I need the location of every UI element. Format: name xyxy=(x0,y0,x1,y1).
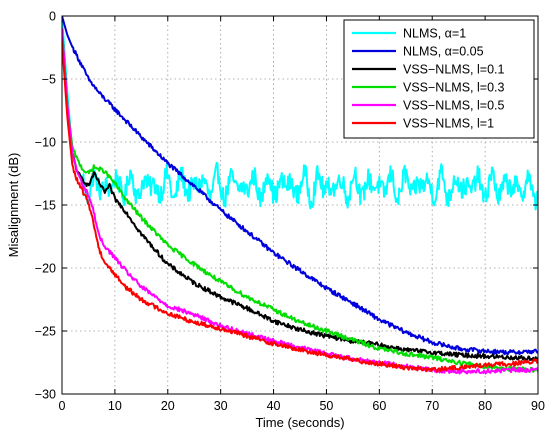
series-line-2 xyxy=(62,28,538,362)
legend-entry: VSS−NLMS, l=0.3 xyxy=(352,81,504,95)
legend: NLMS, α=1 NLMS, α=0.05 VSS−NLMS, l=0.1 VSS−… xyxy=(343,19,535,139)
y-tick: −10 xyxy=(35,136,538,150)
legend-entry: NLMS, α=1 xyxy=(352,27,466,41)
legend-box xyxy=(343,19,535,139)
legend-label: VSS−NLMS, l=0.5 xyxy=(403,99,504,113)
x-tick: 60 xyxy=(372,16,386,413)
y-tick-label: −25 xyxy=(35,325,56,339)
legend-label: NLMS, α=0.05 xyxy=(403,45,484,59)
series-line-1 xyxy=(62,16,538,356)
x-tick-label: 80 xyxy=(478,399,492,413)
legend-label: VSS−NLMS, l=0.1 xyxy=(403,63,504,77)
x-tick-label: 0 xyxy=(59,399,66,413)
x-tick: 90 xyxy=(531,16,545,413)
legend-entry: NLMS, α=0.05 xyxy=(352,45,484,59)
x-tick-label: 70 xyxy=(425,399,439,413)
x-tick-label: 30 xyxy=(214,399,228,413)
x-axis-label: Time (seconds) xyxy=(255,415,344,430)
series-lines xyxy=(62,16,538,375)
series-line-5 xyxy=(62,41,538,373)
legend-label: VSS−NLMS, l=0.3 xyxy=(403,81,504,95)
x-tick: 40 xyxy=(267,16,281,413)
y-tick: −15 xyxy=(35,199,538,213)
x-tick-label: 50 xyxy=(319,399,333,413)
y-tick-label: −30 xyxy=(35,388,56,402)
x-tick-label: 20 xyxy=(161,399,175,413)
legend-entry: VSS−NLMS, l=0.1 xyxy=(352,63,504,77)
series-line-3 xyxy=(62,28,538,373)
y-tick-label: 0 xyxy=(49,10,56,24)
y-tick: −20 xyxy=(35,262,538,276)
x-tick-label: 90 xyxy=(531,399,545,413)
x-tick: 30 xyxy=(214,16,228,413)
y-axis-label: Misalignment (dB) xyxy=(6,153,21,258)
x-tick: 70 xyxy=(425,16,439,413)
x-tick: 50 xyxy=(319,16,333,413)
y-tick-label: −15 xyxy=(35,199,56,213)
y-tick: 0 xyxy=(49,10,538,24)
series-line-0 xyxy=(62,16,538,211)
x-tick: 80 xyxy=(478,16,492,413)
y-axis-ticks: 0 −5 −10 −15 −20 −25 −30 xyxy=(35,10,538,402)
legend-label: VSS−NLMS, l=1 xyxy=(403,117,494,131)
y-tick: −30 xyxy=(35,388,538,402)
y-tick-label: −5 xyxy=(42,73,56,87)
legend-label: NLMS, α=1 xyxy=(403,27,466,41)
legend-entry: VSS−NLMS, l=0.5 xyxy=(352,99,504,113)
y-tick: −25 xyxy=(35,325,538,339)
x-tick-label: 10 xyxy=(108,399,122,413)
y-tick-label: −10 xyxy=(35,136,56,150)
legend-entry: VSS−NLMS, l=1 xyxy=(352,117,494,131)
x-axis-ticks: 0 10 20 30 40 50 60 70 80 90 xyxy=(59,16,545,413)
x-tick-label: 40 xyxy=(267,399,281,413)
x-tick: 10 xyxy=(108,16,122,413)
x-tick: 20 xyxy=(161,16,175,413)
x-tick-label: 60 xyxy=(372,399,386,413)
x-tick: 0 xyxy=(59,16,66,413)
y-tick-label: −20 xyxy=(35,262,56,276)
